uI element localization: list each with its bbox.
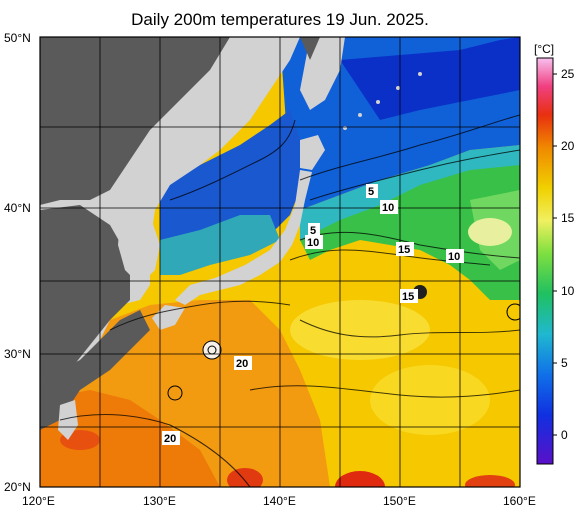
map-title: Daily 200m temperatures 19 Jun. 2025.: [131, 10, 429, 29]
lat-label: 40°N: [4, 201, 31, 215]
lat-label: 30°N: [4, 347, 31, 361]
lon-label: 150°E: [383, 494, 416, 508]
colorbar: [536, 57, 554, 465]
contour-label: 15: [398, 244, 410, 256]
graticule: [40, 37, 520, 487]
contour-label: 5: [368, 186, 374, 198]
colorbar-tick: 0: [561, 428, 568, 442]
lon-label: 160°E: [503, 494, 536, 508]
contour-label: 5: [310, 225, 316, 237]
lat-label: 50°N: [4, 31, 31, 45]
contour-label-group: 5 10 5 10 15 10 15 20 20: [162, 184, 464, 445]
lon-label: 120°E: [22, 494, 55, 508]
colorbar-tick: 5: [561, 356, 568, 370]
lon-label: 130°E: [143, 494, 176, 508]
map-frame: [39, 36, 521, 488]
contour-label: 10: [307, 237, 319, 249]
colorbar-tick: 15: [561, 211, 575, 225]
colorbar-unit: [°C]: [534, 42, 555, 56]
lon-label: 140°E: [263, 494, 296, 508]
map-field: [40, 37, 520, 487]
colorbar-tick: 25: [561, 67, 575, 81]
contour-label: 20: [164, 433, 176, 445]
colorbar-tick: 20: [561, 139, 575, 153]
contour-label: 15: [402, 291, 414, 303]
contour-label: 20: [236, 358, 248, 370]
contour-label: 10: [382, 202, 394, 214]
colorbar-tick: 10: [561, 284, 575, 298]
contour-label: 10: [448, 251, 460, 263]
lat-label: 20°N: [4, 480, 31, 494]
